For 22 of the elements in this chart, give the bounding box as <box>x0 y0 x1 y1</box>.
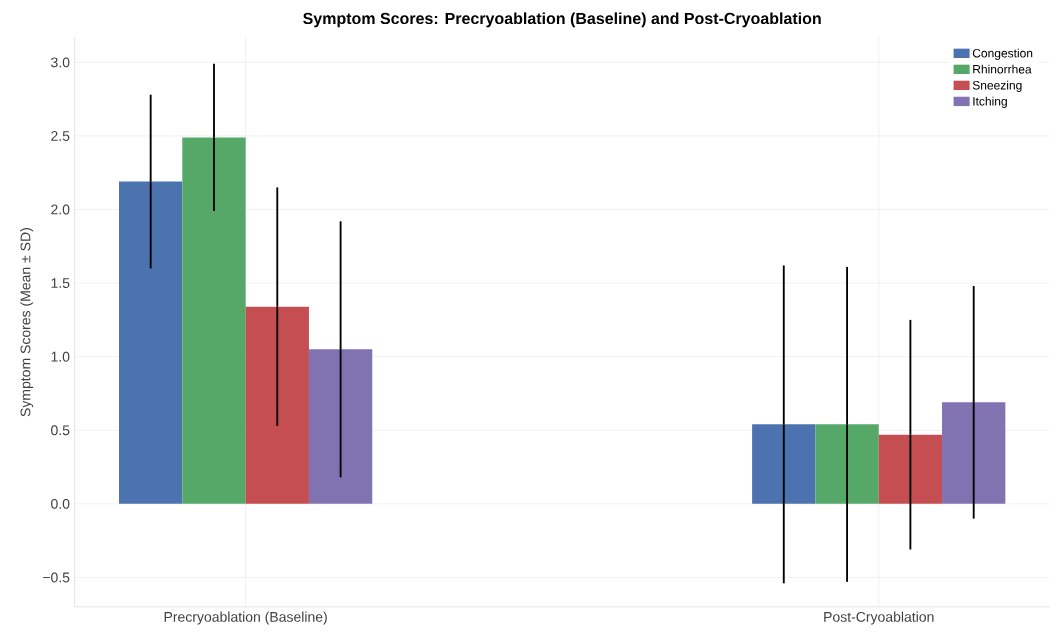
y-tick-label: 2.0 <box>51 204 70 215</box>
y-tick-label: 1.0 <box>51 351 70 362</box>
bar <box>119 181 183 504</box>
bar <box>182 137 246 504</box>
bar <box>752 424 816 504</box>
x-tick-label: Post-Cryoablation <box>824 611 934 625</box>
y-tick-label: 0.0 <box>51 498 70 509</box>
bar <box>942 402 1006 504</box>
bar <box>878 434 943 504</box>
y-tick-label: 2.5 <box>51 131 70 141</box>
legend-label: Congestion <box>972 48 1033 60</box>
y-tick-label: 0.5 <box>51 425 70 436</box>
x-tick-label: Precryoablation (Baseline) <box>164 611 327 625</box>
legend-label: Rhinorrhea <box>973 64 1032 74</box>
legend-label: Sneezing <box>972 80 1022 92</box>
y-tick-label: 1.5 <box>51 278 70 289</box>
legend-label: Itching <box>973 96 1007 108</box>
y-tick-label: −0.5 <box>43 572 70 583</box>
bar <box>815 424 879 504</box>
y-tick-label: 3.0 <box>51 57 70 68</box>
y-axis-title: Symptom Scores (Mean ± SD) <box>20 228 34 417</box>
chart-title: Symptom Scores: Precryoablation (Baseline) and Post-Cryoablation <box>303 12 821 28</box>
